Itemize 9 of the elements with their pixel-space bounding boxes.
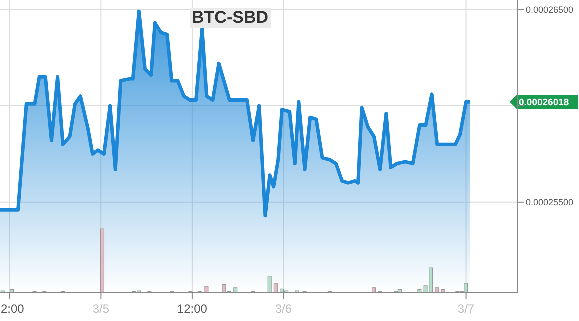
price-tag: 0.00026018 [510, 95, 578, 110]
x-tick-label: 3/7 [458, 302, 475, 316]
y-tick-label: 0.00025500 [526, 198, 574, 208]
x-tick-label: 3/5 [92, 302, 110, 316]
x-tick-label: 3/6 [275, 302, 292, 316]
text: BTC-SBD [190, 8, 270, 28]
y-tick-label: 0.00026500 [526, 4, 574, 15]
x-tick-label: 12:00 [177, 302, 208, 316]
x-tick-label: 2:00 [1, 302, 25, 316]
